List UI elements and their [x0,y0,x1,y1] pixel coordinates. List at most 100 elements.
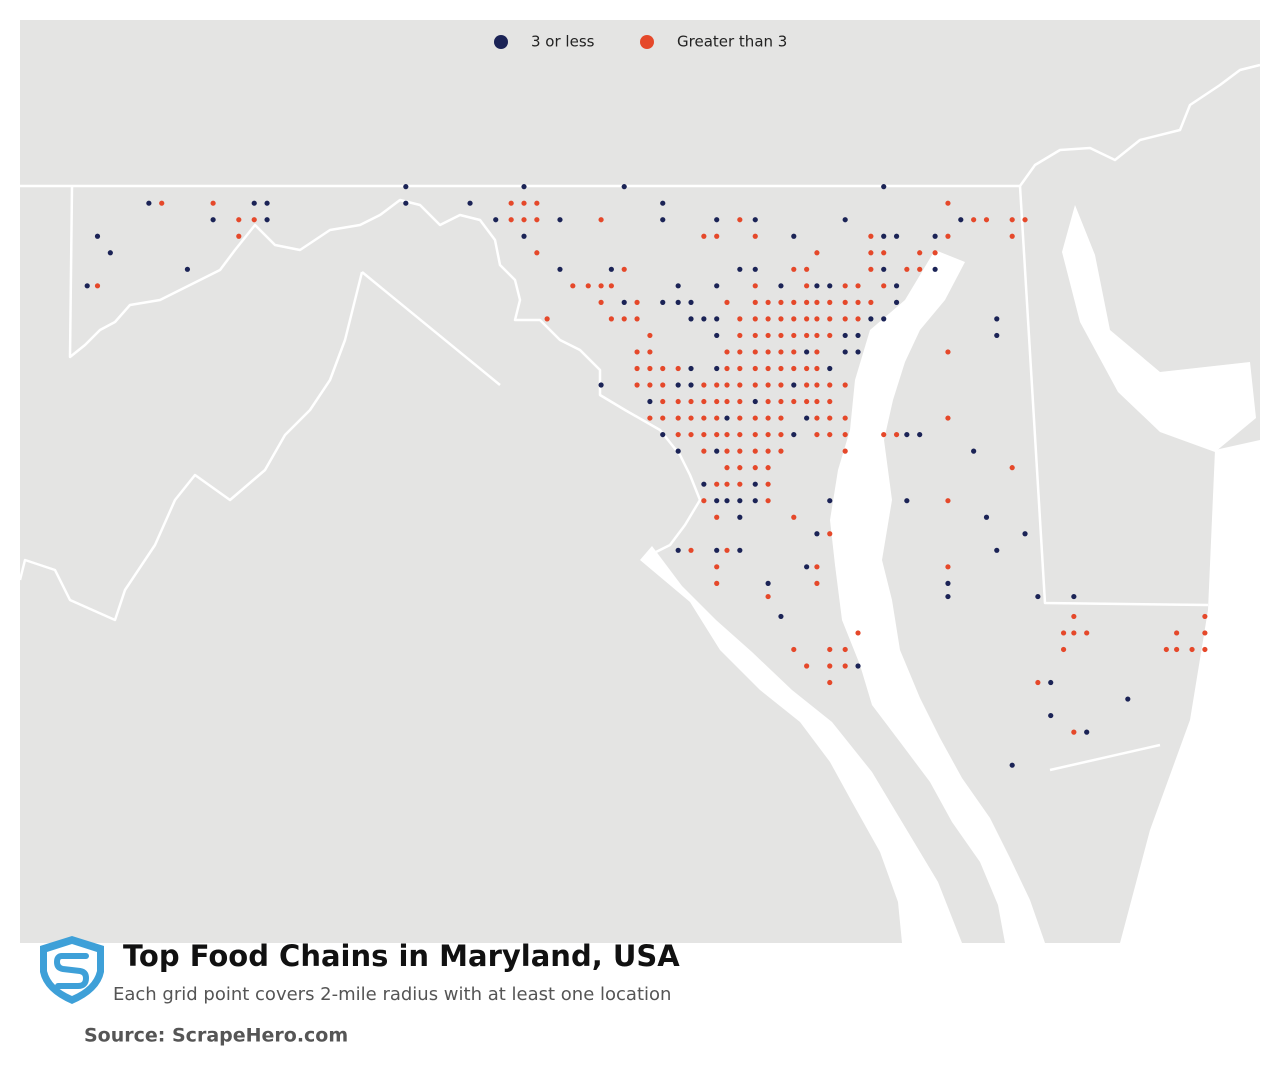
grid-point [945,415,951,421]
grid-point [688,431,694,438]
grid-point [917,266,923,272]
grid-point [403,200,409,206]
points [84,184,1208,768]
grid-point [737,316,743,322]
grid-point [752,465,758,471]
grid-point [508,217,514,223]
grid-point [534,200,540,206]
grid-point [958,217,964,223]
grid-point [521,233,527,239]
grid-point [791,431,797,438]
grid-point [765,365,771,372]
legend-marker [640,35,654,49]
grid-point [634,349,640,355]
grid-point [675,299,681,305]
grid-point [737,481,743,487]
ocean [1120,440,1260,943]
grid-point [752,398,758,405]
grid-point [701,448,707,454]
grid-point [778,448,784,454]
grid-point [724,398,730,405]
grid-point [945,498,951,504]
grid-point [660,365,666,372]
grid-point [945,200,951,206]
grid-point [701,382,707,388]
grid-point [675,415,681,421]
grid-point [1071,630,1077,636]
grid-point [1202,646,1208,653]
legend-label: Greater than 3 [677,33,787,51]
grid-point [701,233,707,239]
grid-point [675,365,681,372]
state-border [1018,63,1261,187]
grid-point [675,448,681,454]
grid-point [701,415,707,421]
grid-point [765,593,771,600]
grid-point [521,200,527,206]
grid-point [701,481,707,487]
grid-point [842,299,848,305]
grid-point [714,382,720,388]
grid-point [804,299,810,305]
grid-point [1174,646,1180,653]
grid-point [714,398,720,405]
grid-point [765,332,771,339]
grid-point [893,431,900,438]
state-border [1049,743,1161,772]
grid-point [1202,613,1208,620]
grid-point [598,382,604,388]
grid-point [557,217,563,223]
grid-point [765,415,771,421]
grid-point [814,431,820,438]
grid-point [210,217,216,223]
grid-point [608,316,614,322]
grid-point [814,580,820,586]
grid-point [737,365,743,372]
grid-point [521,184,527,190]
grid-point [660,415,666,421]
grid-point [791,332,797,339]
grid-point [804,415,810,421]
grid-point [945,349,951,355]
grid-point [236,217,242,223]
grid-point [752,481,758,487]
grid-point [904,431,910,438]
grid-point [724,448,730,454]
grid-point [1035,679,1041,686]
grid-point [778,332,784,339]
grid-point [804,663,810,669]
grid-point [714,283,720,289]
grid-point [521,217,527,223]
grid-point [814,283,820,289]
grid-point [724,498,730,504]
state-border [68,185,702,557]
grid-point [714,431,720,438]
grid-point [752,448,758,454]
grid-point [945,593,951,600]
grid-point [634,316,640,322]
grid-point [765,398,771,405]
grid-point [778,398,784,405]
grid-point [945,233,951,239]
grid-point [714,365,720,372]
grid-point [971,448,977,454]
source: Source: ScrapeHero.com [84,1025,348,1047]
grid-point [660,398,666,405]
grid-point [868,316,874,322]
grid-point [827,382,833,388]
grid-point [842,217,848,223]
grid-point [714,233,720,239]
grid-point [714,564,720,570]
grid-point [647,332,653,339]
grid-point [1125,696,1131,702]
grid-point [714,547,720,553]
grid-point [251,217,257,223]
grid-point [608,283,614,289]
grid-point [752,299,758,305]
grid-point [724,465,730,471]
grid-point [159,200,165,206]
grid-point [675,431,681,438]
grid-point [493,217,499,223]
grid-point [932,266,938,272]
grid-point [251,200,257,206]
